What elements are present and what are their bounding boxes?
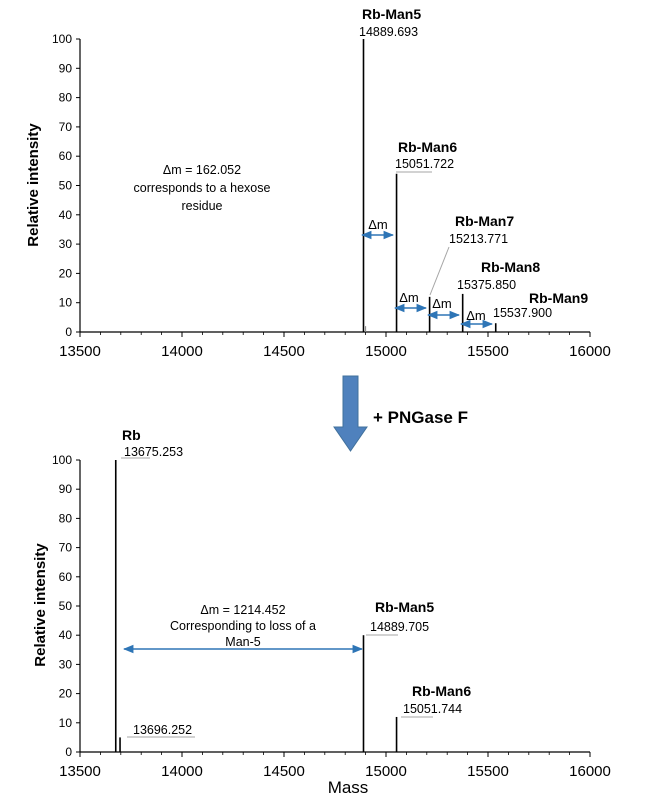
treatment-label: + PNGase F: [373, 408, 468, 427]
top-y-ticks: 0 10 20 30 40 50 60 70 80 90 100: [52, 32, 81, 339]
top-x-tick-label: 14500: [263, 343, 305, 360]
top-peak-mass-label: 15537.900: [493, 306, 552, 320]
bottom-y-tick-label: 100: [52, 453, 72, 467]
top-x-ticks: 13500 14000 14500 15000 15500 16000: [59, 331, 611, 360]
delta-label-man6-man7: Δm: [399, 290, 419, 305]
bottom-peak-mass-label: 14889.705: [370, 620, 429, 634]
bottom-peak-mass-label: 15051.744: [403, 702, 462, 716]
down-arrow-icon: [333, 375, 368, 452]
bottom-y-tick-label: 0: [65, 745, 72, 759]
top-x-tick-label: 15500: [467, 343, 509, 360]
top-y-tick-label: 60: [59, 149, 73, 163]
bottom-y-tick-label: 40: [59, 628, 73, 642]
bottom-x-ticks: 13500 14000 14500 15000 15500 16000: [59, 751, 611, 780]
bottom-x-tick-label: 16000: [569, 763, 611, 780]
top-y-tick-label: 20: [59, 266, 73, 280]
bottom-x-tick-label: 15500: [467, 763, 509, 780]
top-y-tick-label: 10: [59, 296, 73, 310]
bottom-y-tick-label: 20: [59, 687, 73, 701]
top-x-tick-label: 15000: [365, 343, 407, 360]
top-peak-mass-label: 15051.722: [395, 157, 454, 171]
bottom-annotation-line-2: Corresponding to loss of a: [170, 619, 316, 633]
top-peak-mass-label: 14889.693: [359, 25, 418, 39]
top-peak-name-label: Rb-Man9: [529, 290, 588, 306]
top-y-tick-label: 90: [59, 61, 73, 75]
bottom-x-tick-label: 15000: [365, 763, 407, 780]
bottom-x-tick-label: 14500: [263, 763, 305, 780]
top-spectrum: 0 10 20 30 40 50 60 70 80 90 100 13500 14000 14500 15…: [25, 6, 611, 360]
top-y-tick-label: 50: [59, 179, 73, 193]
bottom-peak-mass-label: 13696.252: [133, 723, 192, 737]
top-y-tick-label: 80: [59, 91, 73, 105]
bottom-peaks: Rb 13675.253 13696.252 Rb-Man5 14889.705 Rb-M…: [114, 427, 471, 752]
top-y-tick-label: 0: [65, 325, 72, 339]
bottom-y-tick-label: 80: [59, 511, 73, 525]
top-x-tick-label: 14000: [161, 343, 203, 360]
delta-label-man8-man9: Δm: [466, 308, 486, 323]
bottom-annotation-line-3: Man-5: [225, 635, 260, 649]
bottom-peak-name-label: Rb: [122, 427, 141, 443]
bottom-peak-mass-label: 13675.253: [124, 445, 183, 459]
bottom-y-tick-label: 70: [59, 541, 73, 555]
bottom-annotation-line-1: Δm = 1214.452: [200, 603, 285, 617]
delta-label-man5-man6: Δm: [368, 217, 388, 232]
bottom-y-tick-label: 50: [59, 599, 73, 613]
top-peak-name-label: Rb-Man7: [455, 213, 514, 229]
top-peaks: Rb-Man5 14889.693 Rb-Man6 15051.722 Rb-Man7 1…: [359, 6, 588, 332]
top-x-tick-label: 13500: [59, 343, 101, 360]
top-peak-mass-label: 15375.850: [457, 278, 516, 292]
top-y-axis-label: Relative intensity: [25, 123, 42, 247]
top-y-tick-label: 70: [59, 120, 73, 134]
bottom-y-tick-label: 90: [59, 482, 73, 496]
treatment-arrow-group: + PNGase F: [333, 375, 468, 452]
bottom-x-tick-label: 14000: [161, 763, 203, 780]
top-y-tick-label: 30: [59, 237, 73, 251]
bottom-peak-name-label: Rb-Man6: [412, 683, 471, 699]
top-annotation-line-2: corresponds to a hexose: [134, 181, 271, 195]
bottom-y-tick-label: 60: [59, 570, 73, 584]
bottom-y-ticks: 0 10 20 30 40 50 60 70 80 90 100: [52, 453, 81, 759]
top-y-tick-label: 100: [52, 32, 72, 46]
top-annotation-line-1: Δm = 162.052: [163, 163, 241, 177]
bottom-y-tick-label: 10: [59, 716, 73, 730]
top-peak-name-label: Rb-Man8: [481, 259, 540, 275]
bottom-x-tick-label: 13500: [59, 763, 101, 780]
top-peak-name-label: Rb-Man6: [398, 139, 457, 155]
bottom-y-axis-label: Relative intensity: [32, 543, 49, 667]
bottom-x-axis-label: Mass: [328, 778, 369, 797]
top-label-leader: [429, 246, 450, 296]
bottom-spectrum: 0 10 20 30 40 50 60 70 80 90 100 13500 14000 14500 15…: [32, 427, 611, 797]
bottom-y-tick-label: 30: [59, 657, 73, 671]
delta-label-man7-man8: Δm: [432, 296, 452, 311]
top-x-tick-label: 16000: [569, 343, 611, 360]
top-peak-mass-label: 15213.771: [449, 232, 508, 246]
top-y-tick-label: 40: [59, 208, 73, 222]
bottom-peak-name-label: Rb-Man5: [375, 599, 434, 615]
top-peak-name-label: Rb-Man5: [362, 6, 421, 22]
top-annotation-line-3: residue: [182, 199, 223, 213]
